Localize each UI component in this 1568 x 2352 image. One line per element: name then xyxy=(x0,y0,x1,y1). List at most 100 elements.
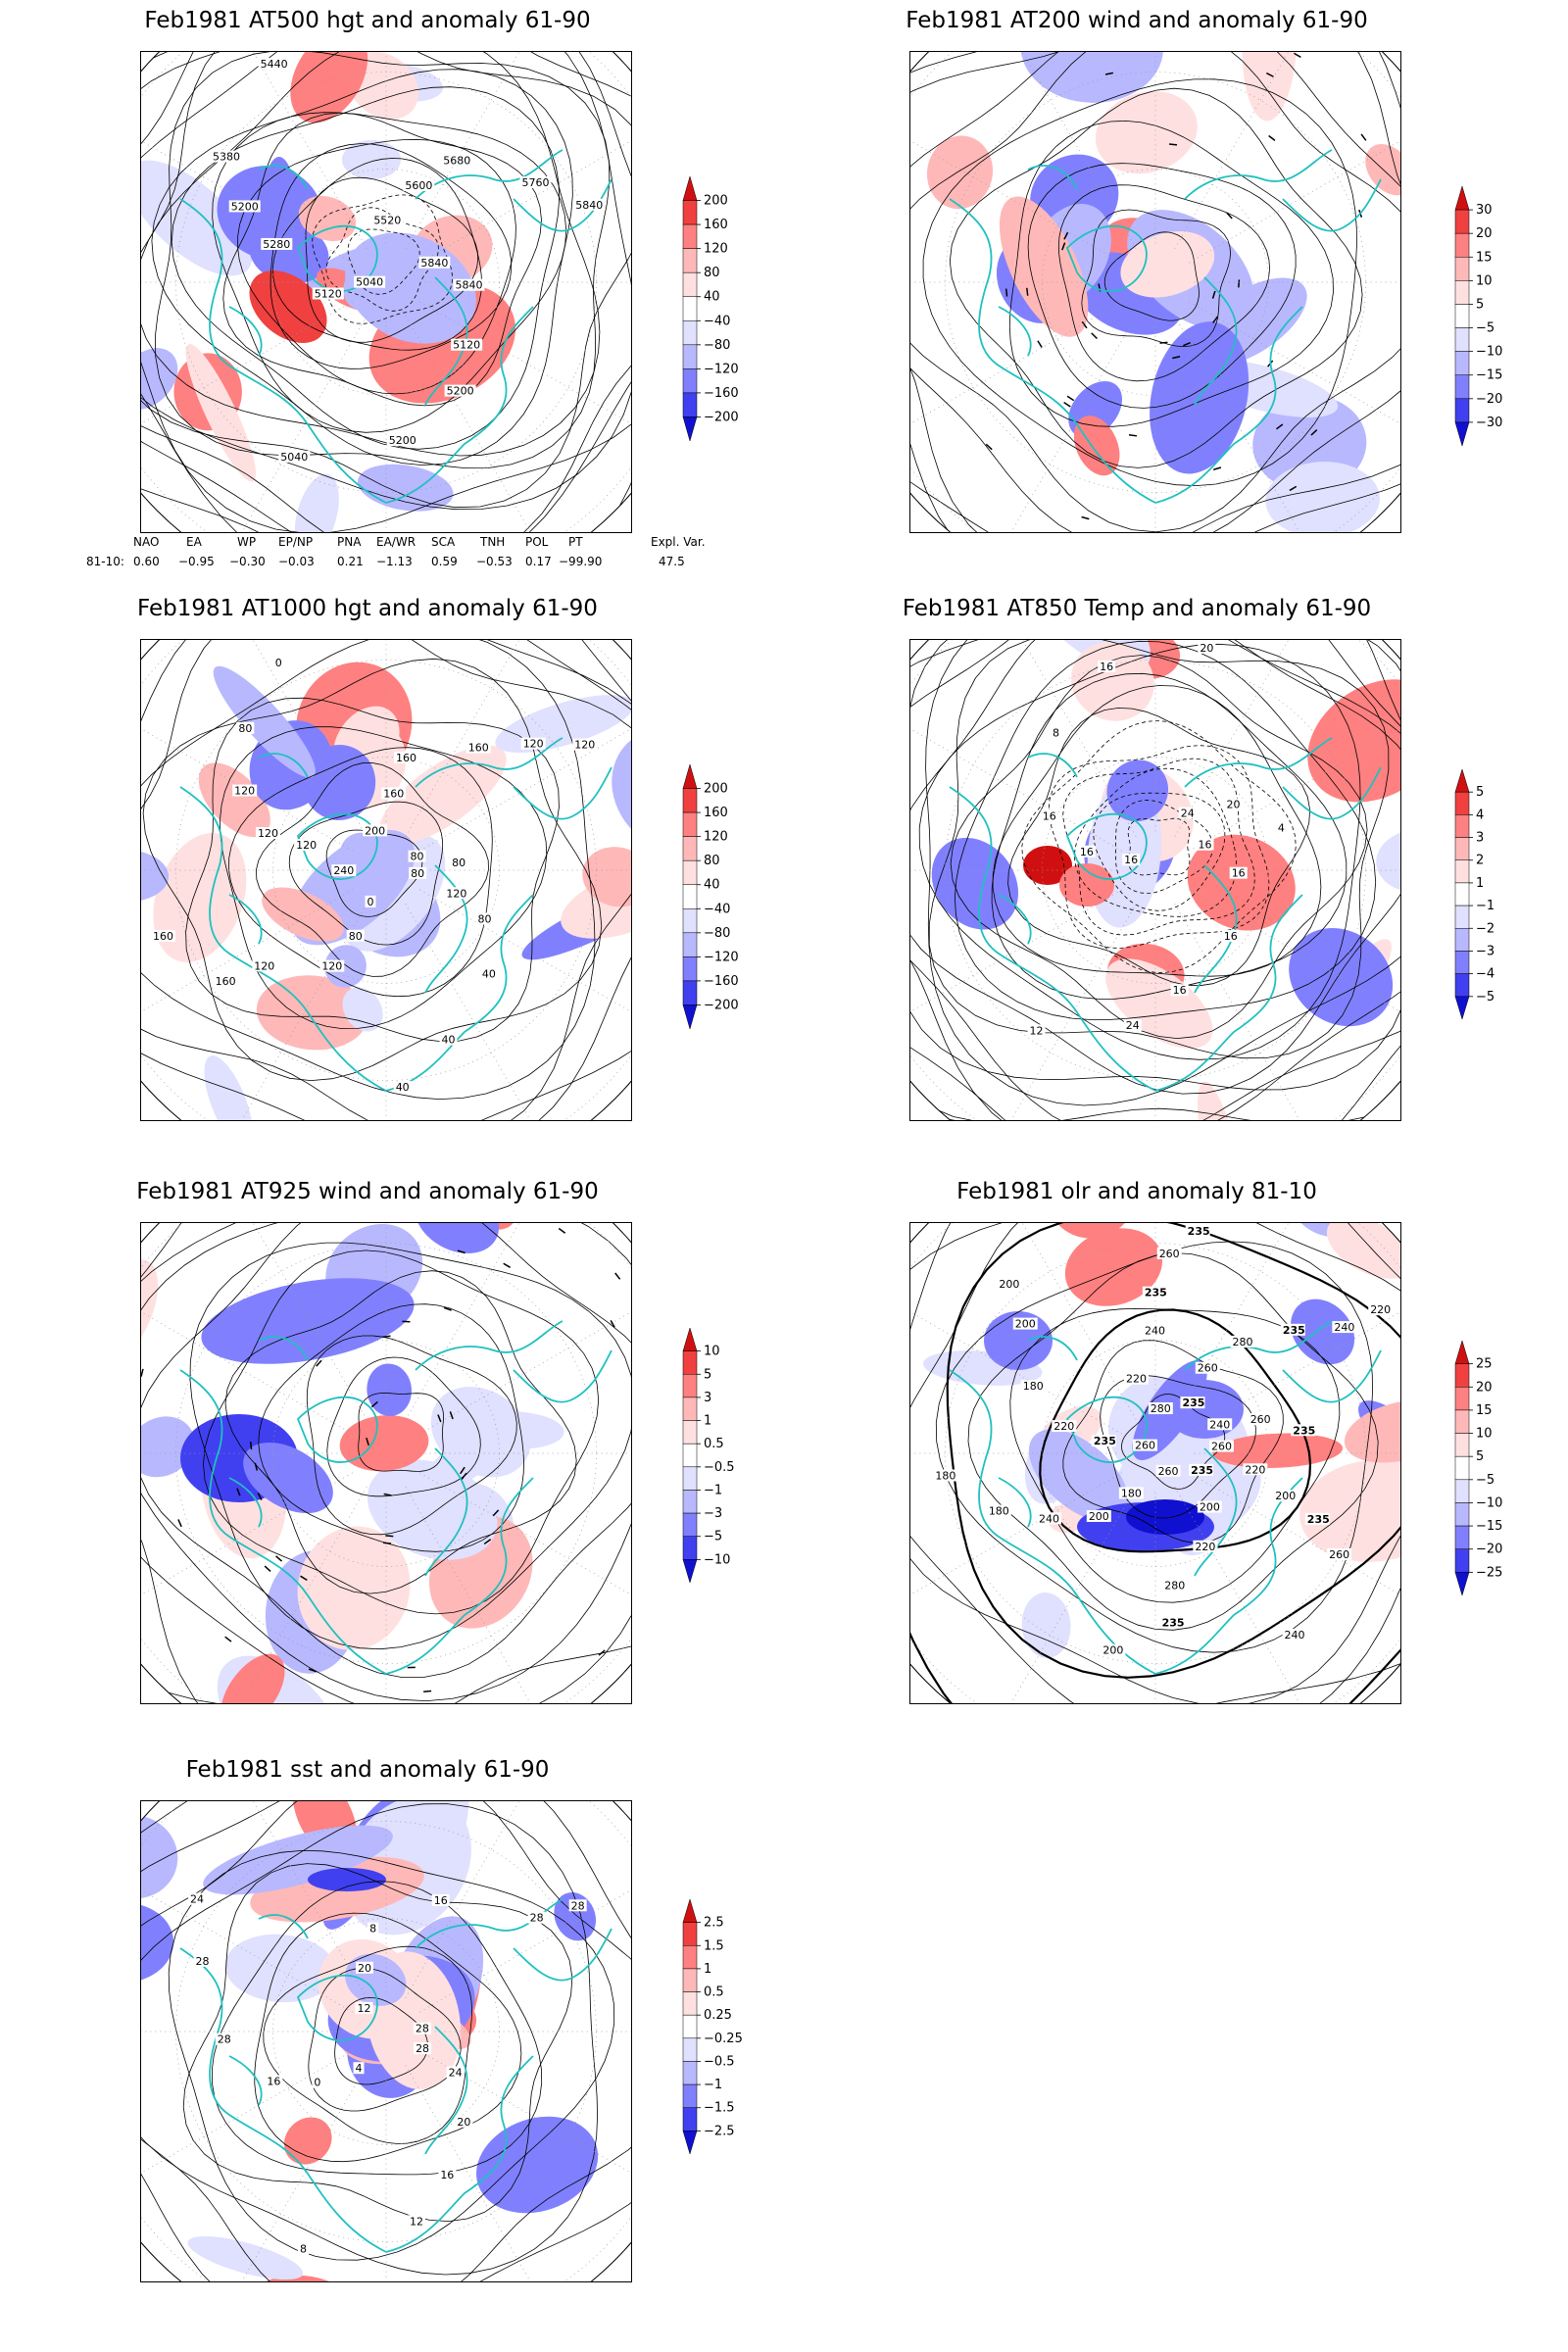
contour-label: 28 xyxy=(196,1955,210,1968)
colorbar-label: 3 xyxy=(1476,831,1484,846)
coastline xyxy=(1027,165,1078,190)
contour-label: 235 xyxy=(1191,1464,1213,1477)
contour-label-bg xyxy=(408,850,426,862)
contour-line xyxy=(141,1223,631,1702)
contour-label-bg xyxy=(444,384,476,397)
colorbar-label: −3 xyxy=(704,1506,722,1521)
contour-label: 280 xyxy=(1233,1336,1253,1348)
contour-line xyxy=(182,1863,573,2223)
index-header: Expl. Var. xyxy=(651,535,706,549)
wind-arrow xyxy=(1212,466,1222,470)
colorbar-swatch xyxy=(682,932,698,957)
meridian-line xyxy=(405,316,549,532)
wind-arrow xyxy=(383,1493,392,1496)
contour-label: 0 xyxy=(275,657,282,669)
panel-title: Feb1981 AT200 wind and anomaly 61-90 xyxy=(906,8,1368,33)
contour-label-bg xyxy=(466,741,491,754)
wind-arrow xyxy=(1081,515,1090,520)
wind-arrow xyxy=(1360,133,1367,141)
contour-label: 235 xyxy=(1283,1324,1305,1337)
contour-label: 20 xyxy=(358,1962,371,1975)
contour-label-bg xyxy=(1101,1643,1126,1656)
contour-line xyxy=(910,1223,1400,1703)
anomaly-shading xyxy=(187,2235,304,2280)
panel-title: Feb1981 AT1000 hgt and anomaly 61-90 xyxy=(137,596,598,621)
anomaly-shading xyxy=(1365,144,1400,196)
colorbar-label: −15 xyxy=(1476,1519,1502,1534)
contour-label: 5200 xyxy=(231,200,259,213)
anomaly-shading xyxy=(201,1278,415,1364)
anomaly-shading xyxy=(1059,863,1114,906)
wind-arrow xyxy=(1289,485,1298,492)
colorbar-label: 0.5 xyxy=(704,1985,724,2000)
contour-line xyxy=(1115,800,1213,894)
wind-arrow xyxy=(1183,341,1192,347)
contour-label-bg xyxy=(368,1922,379,1935)
coastline xyxy=(258,753,309,778)
index-header: EP/NP xyxy=(278,535,314,549)
contour-label-bg xyxy=(1012,1317,1038,1330)
wind-arrow xyxy=(610,1319,615,1328)
coastline xyxy=(385,2055,534,2253)
meridian-line xyxy=(1189,1291,1400,1435)
contour-label: 260 xyxy=(1159,1248,1180,1260)
contour-label: 5200 xyxy=(447,385,474,398)
colorbar-label: 1 xyxy=(704,1962,711,1977)
contour-label: 160 xyxy=(468,742,489,755)
coastline xyxy=(513,766,612,820)
colorbar-label: 15 xyxy=(1476,1403,1493,1418)
contour-label-bg xyxy=(232,784,258,797)
contour-line xyxy=(1007,707,1311,987)
contour-label-bg xyxy=(1193,1540,1218,1552)
panel-925wind: Feb1981 AT925 wind and anomaly 61-90 10 5… xyxy=(93,1171,735,1720)
coastline xyxy=(1065,812,1148,880)
contour-label: 0 xyxy=(367,896,373,908)
wind-arrow xyxy=(449,1411,454,1420)
meridian-line xyxy=(419,301,631,445)
coastline xyxy=(1184,149,1333,200)
index-header: EA xyxy=(186,535,202,549)
meridian-line xyxy=(419,1472,631,1616)
colorbar: 200 160 120 80 40 −40 −80 −120 −160 −200 xyxy=(682,763,739,1030)
colorbar-swatch xyxy=(1454,1548,1470,1573)
contour-label: 20 xyxy=(457,2116,470,2129)
colorbar-label: 15 xyxy=(1476,250,1493,265)
map-frame: 16 16 16 16 24 12 16 16 16 8 16 20 24 20 4 xyxy=(909,639,1401,1121)
index-value: −0.30 xyxy=(229,555,266,568)
coastline xyxy=(1027,753,1078,778)
index-row-label: 81-10: xyxy=(86,555,124,568)
colorbar-swatch xyxy=(1454,257,1470,281)
colorbar-label: −30 xyxy=(1476,416,1502,430)
meridian-line xyxy=(419,708,631,852)
colorbar-swatch xyxy=(682,2083,698,2108)
contour-line xyxy=(203,1250,600,1615)
contour-label-bg xyxy=(1248,1413,1273,1426)
anomaly-shading xyxy=(1020,52,1163,103)
colorbar-swatch xyxy=(1454,374,1470,400)
colorbar-label: −5 xyxy=(1476,1473,1494,1488)
colorbar-label: 80 xyxy=(704,266,720,280)
meridian-line xyxy=(910,708,1122,852)
meridian-line xyxy=(993,640,1137,837)
coastline xyxy=(1154,1477,1303,1675)
colorbar-swatch xyxy=(1454,209,1470,234)
colorbar-label: −1.5 xyxy=(704,2101,735,2116)
panel-500hgt: Feb1981 AT500 hgt and anomaly 61-90 5840… xyxy=(93,0,739,549)
colorbar-swatch xyxy=(1454,185,1470,211)
colorbar-label: −1 xyxy=(704,1483,722,1497)
contour-label-bg xyxy=(997,1278,1022,1291)
contour-label-bg xyxy=(527,1911,546,1924)
colorbar-swatch xyxy=(682,2061,698,2085)
contour-label: 16 xyxy=(1173,984,1187,997)
wind-arrow xyxy=(275,1555,283,1562)
contour-label-bg xyxy=(1170,984,1189,997)
anomaly-shading xyxy=(198,762,270,838)
contour-label: 120 xyxy=(321,960,342,973)
colorbar-label: 3 xyxy=(704,1391,711,1405)
contour-label: 28 xyxy=(416,2042,429,2055)
contour-label-bg xyxy=(272,657,284,669)
contour-label: 80 xyxy=(238,722,252,735)
wind-arrow xyxy=(1276,423,1284,430)
polar-map: 260 220 200 235 260 240 235 200 220 280 235 200 260 1… xyxy=(910,1223,1400,1703)
contour-label: 5600 xyxy=(405,179,432,192)
